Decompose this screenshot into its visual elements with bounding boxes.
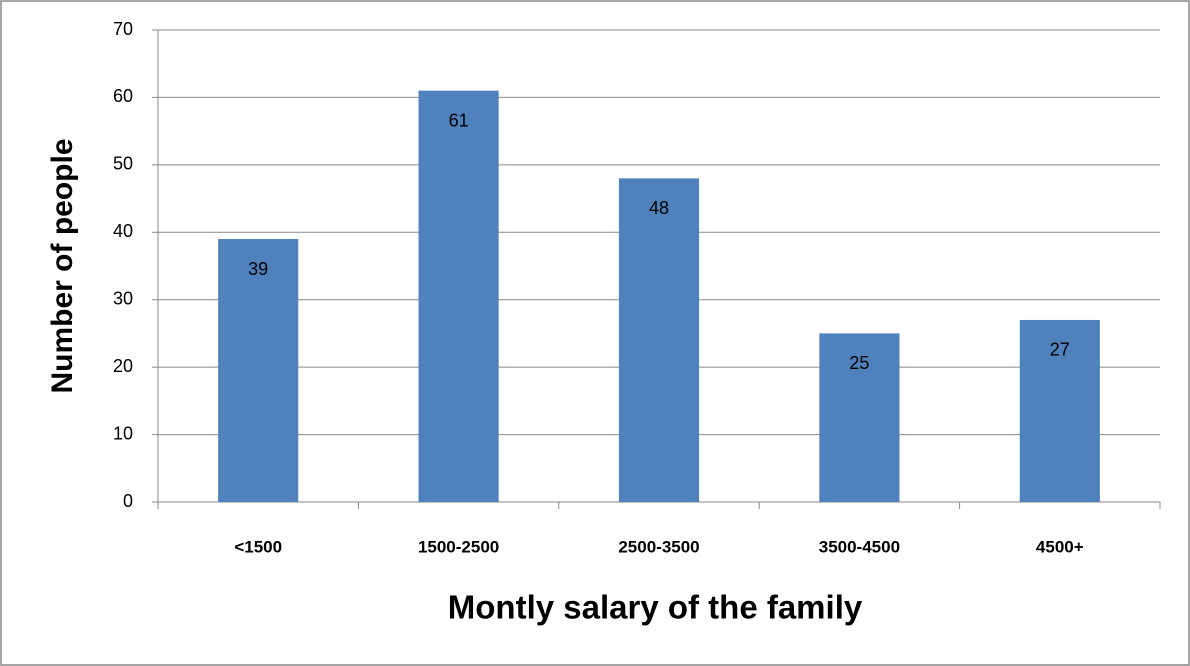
y-tick-label: 60 xyxy=(113,86,133,106)
data-label: 48 xyxy=(649,198,669,218)
y-tick-label: 0 xyxy=(123,491,133,511)
bar xyxy=(418,90,499,502)
x-axis-title: Montly salary of the family xyxy=(448,589,863,626)
y-tick-label: 40 xyxy=(113,221,133,241)
y-tick-label: 10 xyxy=(113,423,133,443)
y-axis-title: Number of people xyxy=(46,138,79,393)
y-tick-label: 30 xyxy=(113,288,133,308)
data-label: 27 xyxy=(1050,340,1070,360)
bar xyxy=(618,178,700,503)
x-tick-label: 1500-2500 xyxy=(418,537,499,556)
x-tick-label: 4500+ xyxy=(1036,537,1084,556)
x-tick-label: <1500 xyxy=(234,537,282,556)
bar xyxy=(1019,319,1100,502)
x-tick-label: 2500-3500 xyxy=(618,537,699,556)
y-tick-label: 70 xyxy=(113,19,133,39)
y-tick-label: 50 xyxy=(113,154,133,174)
y-tick-label: 20 xyxy=(113,356,133,376)
data-label: 39 xyxy=(248,259,268,279)
bar xyxy=(218,239,299,502)
x-tick-label: 3500-4500 xyxy=(819,537,900,556)
bar xyxy=(819,333,900,502)
data-label: 25 xyxy=(849,353,869,373)
data-label: 61 xyxy=(449,110,469,130)
